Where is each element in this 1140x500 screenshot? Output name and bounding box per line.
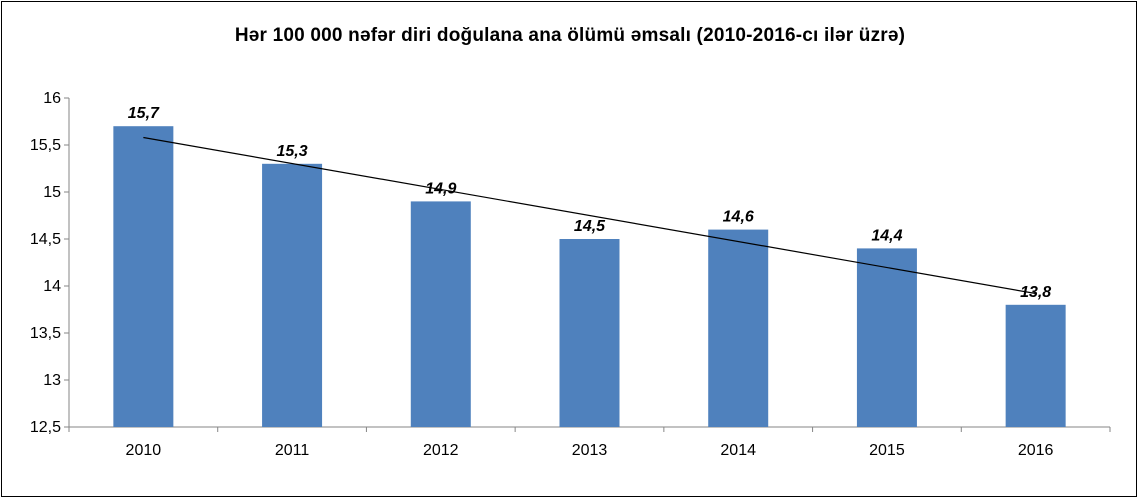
data-label: 14,5 <box>574 218 606 235</box>
bar <box>1005 304 1066 427</box>
y-tick-label: 15,5 <box>30 137 61 154</box>
y-tick-label: 14 <box>43 278 61 295</box>
bar <box>708 229 769 427</box>
x-tick-label: 2012 <box>423 442 459 459</box>
x-tick-label: 2011 <box>275 442 310 459</box>
bar <box>262 163 323 428</box>
bar <box>559 239 620 427</box>
y-tick-label: 12,5 <box>30 419 61 436</box>
bar <box>856 248 917 427</box>
x-tick-label: 2013 <box>572 442 608 459</box>
x-tick-label: 2010 <box>126 442 162 459</box>
data-label: 15,7 <box>128 105 160 122</box>
trendline <box>143 136 1036 295</box>
data-label: 15,3 <box>277 143 308 160</box>
y-tick-label: 13 <box>43 372 61 389</box>
y-tick-label: 14,5 <box>30 231 61 248</box>
bar <box>113 126 174 427</box>
x-tick-label: 2014 <box>720 442 756 459</box>
bar <box>410 201 471 427</box>
x-tick-label: 2015 <box>869 442 905 459</box>
x-tick-label: 2016 <box>1018 442 1054 459</box>
y-tick-label: 15 <box>43 184 61 201</box>
y-tick-label: 13,5 <box>30 325 61 342</box>
chart-title: Hər 100 000 nəfər diri doğulana ana ölüm… <box>234 25 906 46</box>
data-label: 14,4 <box>871 227 902 244</box>
y-tick-label: 16 <box>43 90 61 107</box>
data-label: 13,8 <box>1020 284 1051 301</box>
data-label: 14,6 <box>723 209 754 226</box>
